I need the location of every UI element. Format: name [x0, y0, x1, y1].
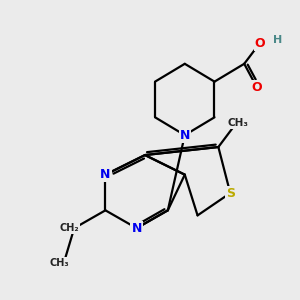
Text: CH₃: CH₃: [50, 258, 69, 268]
Text: N: N: [100, 168, 111, 181]
Text: N: N: [180, 129, 190, 142]
Text: O: O: [255, 37, 265, 50]
Text: N: N: [131, 222, 142, 235]
Text: CH₂: CH₂: [60, 223, 80, 233]
Text: S: S: [226, 187, 235, 200]
Text: CH₃: CH₃: [227, 118, 248, 128]
Text: H: H: [273, 35, 283, 45]
Text: O: O: [252, 81, 262, 94]
